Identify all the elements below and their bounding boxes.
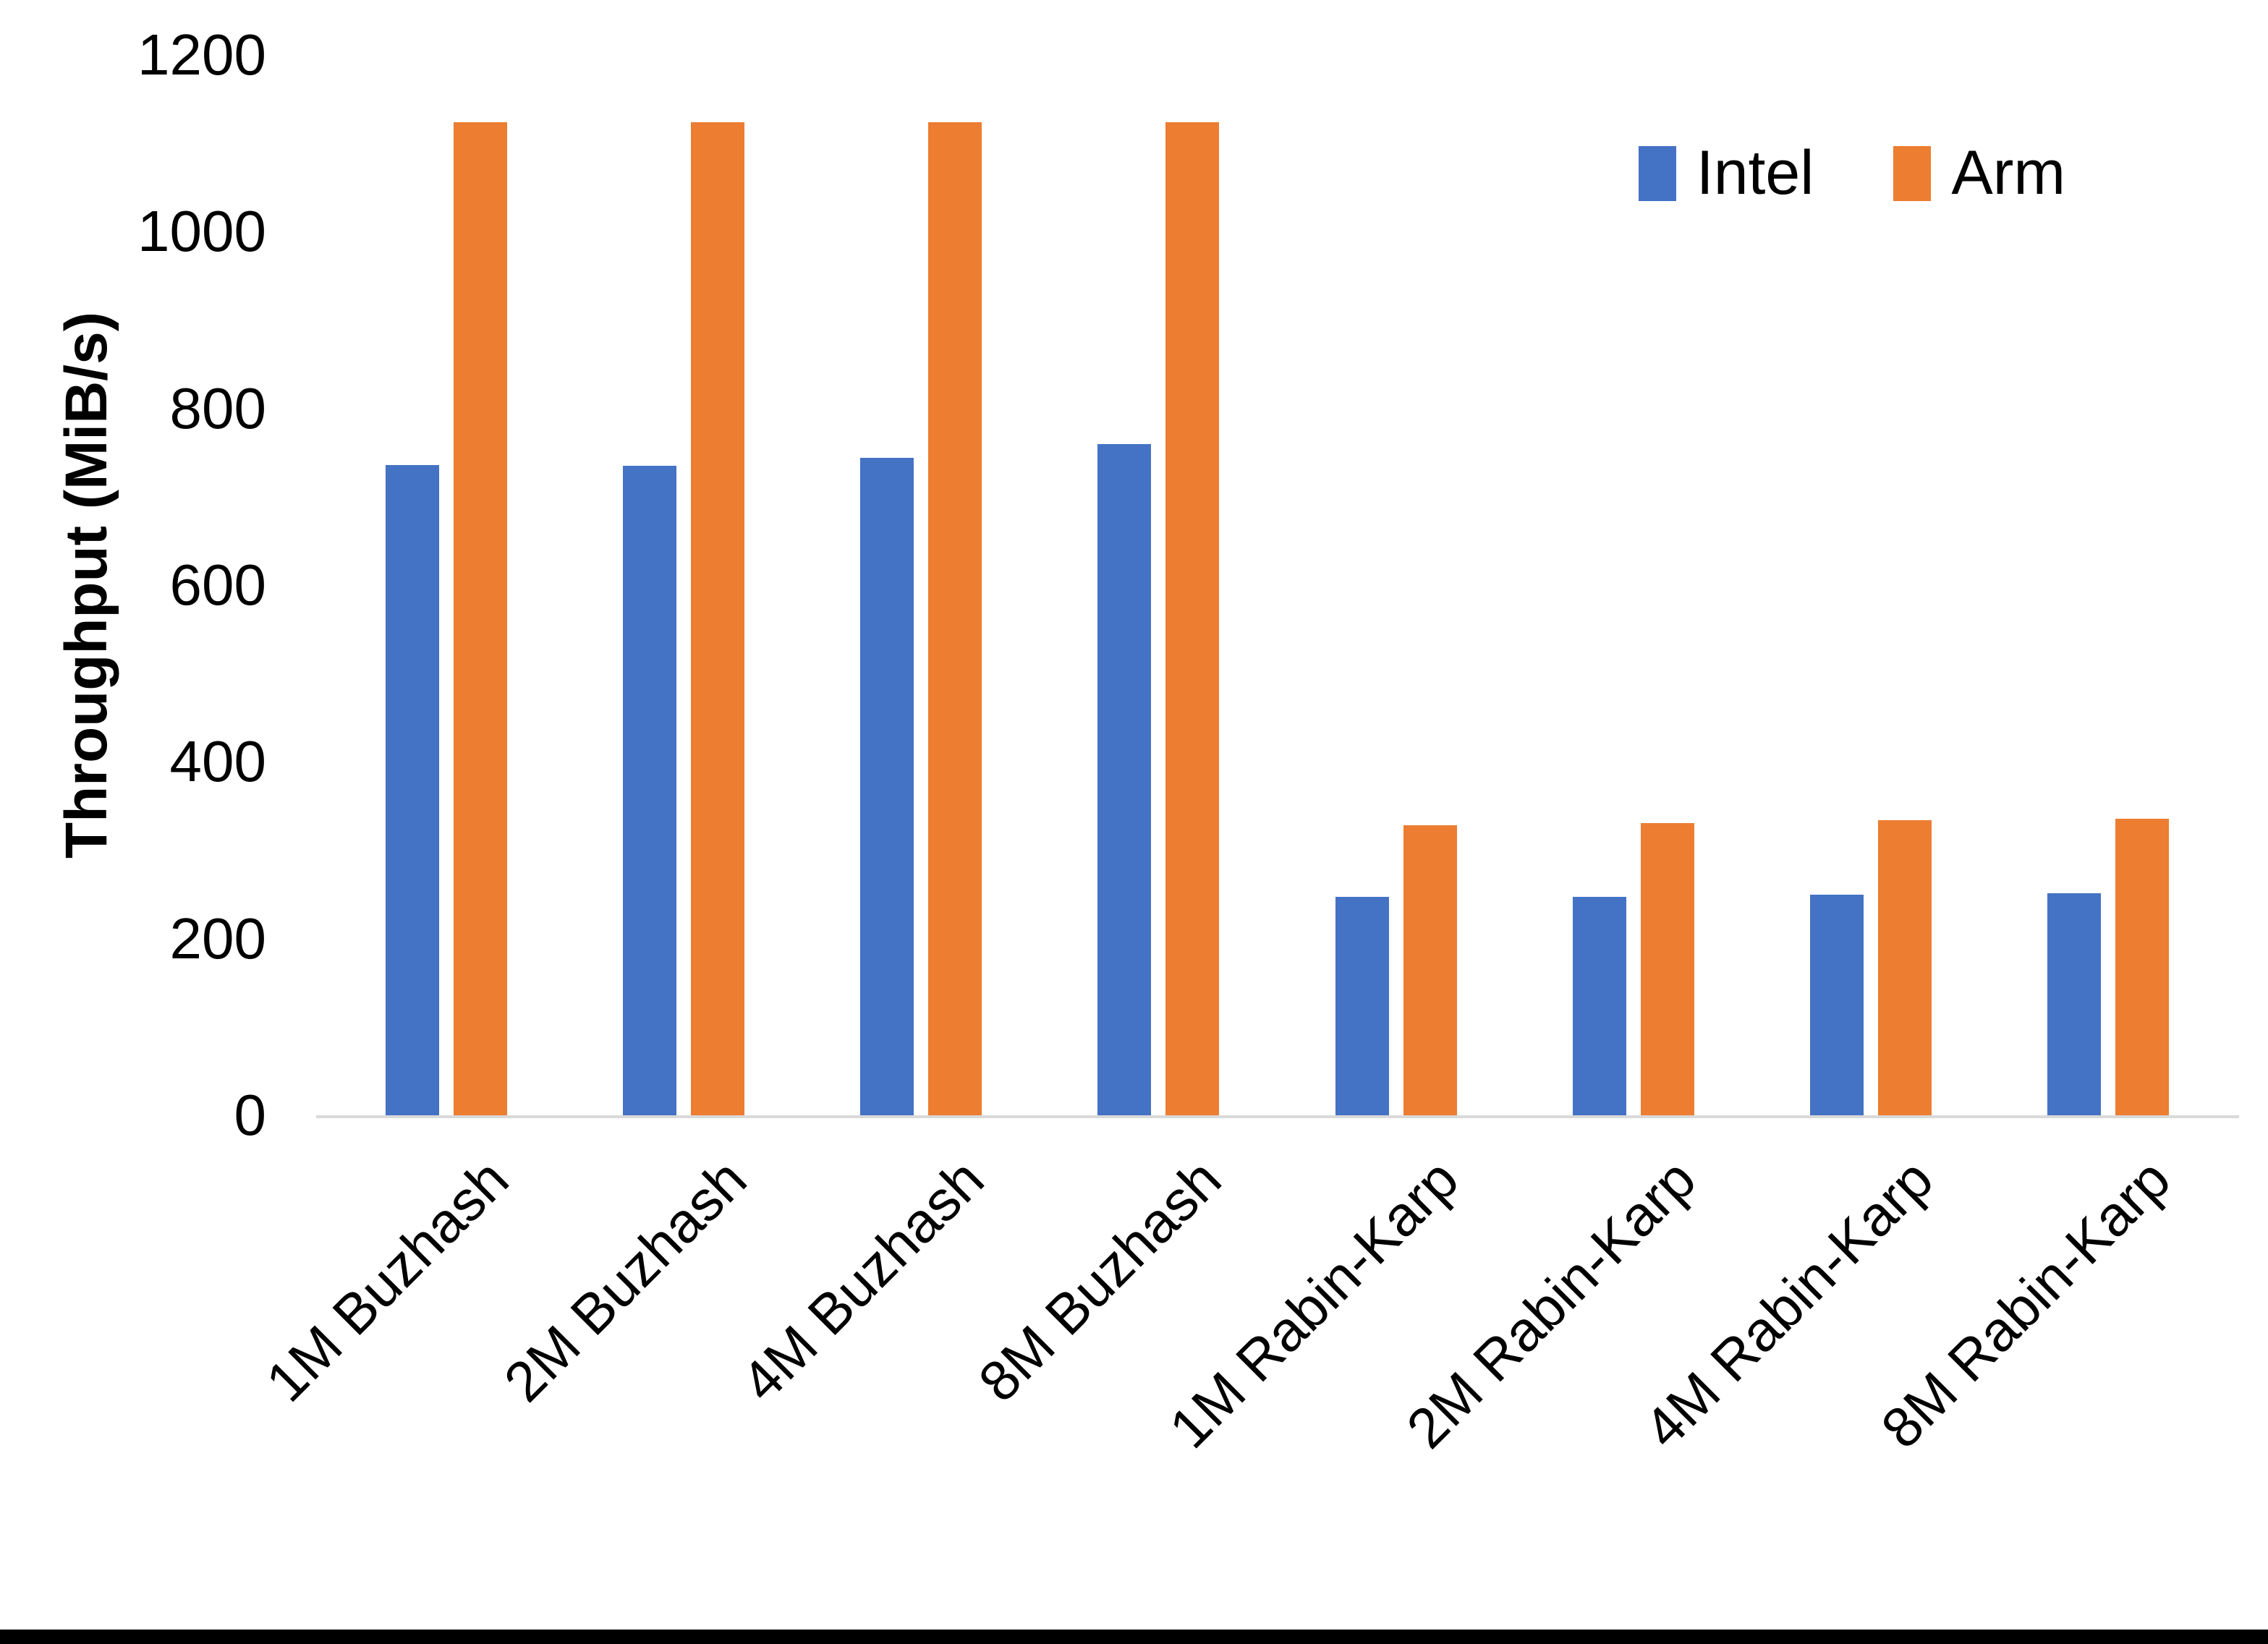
y-tick-label-1000: 1000	[137, 199, 266, 264]
intel-series-swatch	[1638, 145, 1676, 201]
bar-arm-4m-rabin-karp	[1877, 819, 1932, 1115]
y-tick-label-200: 200	[169, 906, 266, 971]
bar-intel-2m-buzhash	[623, 466, 677, 1115]
bar-intel-1m-rabin-karp	[1335, 897, 1389, 1115]
y-tick-label-800: 800	[169, 375, 266, 440]
bar-intel-4m-rabin-karp	[1809, 894, 1864, 1115]
legend-item-intel: Intel	[1638, 137, 1814, 209]
category-label-2m-buzhash: 2M Buzhash	[491, 1146, 759, 1414]
y-tick-label-1200: 1200	[137, 22, 266, 87]
x-axis-line	[316, 1115, 2239, 1118]
bar-intel-2m-rabin-karp	[1572, 897, 1626, 1115]
category-label-4m-buzhash: 4M Buzhash	[729, 1146, 996, 1414]
legend-label-arm: Arm	[1951, 138, 2065, 208]
bar-intel-8m-rabin-karp	[2047, 893, 2101, 1115]
y-tick-label-0: 0	[234, 1083, 267, 1147]
bar-arm-1m-rabin-karp	[1403, 825, 1457, 1115]
bottom-border	[0, 1630, 2268, 1644]
bar-arm-8m-buzhash	[1165, 122, 1220, 1115]
y-tick-label-400: 400	[169, 729, 266, 794]
category-label-8m-buzhash: 8M Buzhash	[966, 1146, 1233, 1414]
category-label-1m-buzhash: 1M Buzhash	[254, 1146, 521, 1414]
bar-intel-4m-buzhash	[860, 458, 914, 1115]
legend-item-arm: Arm	[1893, 137, 2065, 209]
bar-arm-8m-rabin-karp	[2115, 818, 2169, 1115]
y-tick-label-600: 600	[169, 553, 266, 617]
arm-series-swatch	[1893, 145, 1932, 201]
bar-arm-2m-buzhash	[691, 122, 745, 1115]
bar-intel-1m-buzhash	[386, 464, 440, 1115]
bar-arm-1m-buzhash	[454, 122, 508, 1115]
legend: Intel Arm	[1638, 137, 2065, 209]
legend-label-intel: Intel	[1696, 138, 1814, 208]
bar-arm-2m-rabin-karp	[1640, 822, 1694, 1115]
bar-arm-4m-buzhash	[928, 122, 982, 1115]
bar-intel-8m-buzhash	[1097, 443, 1152, 1115]
